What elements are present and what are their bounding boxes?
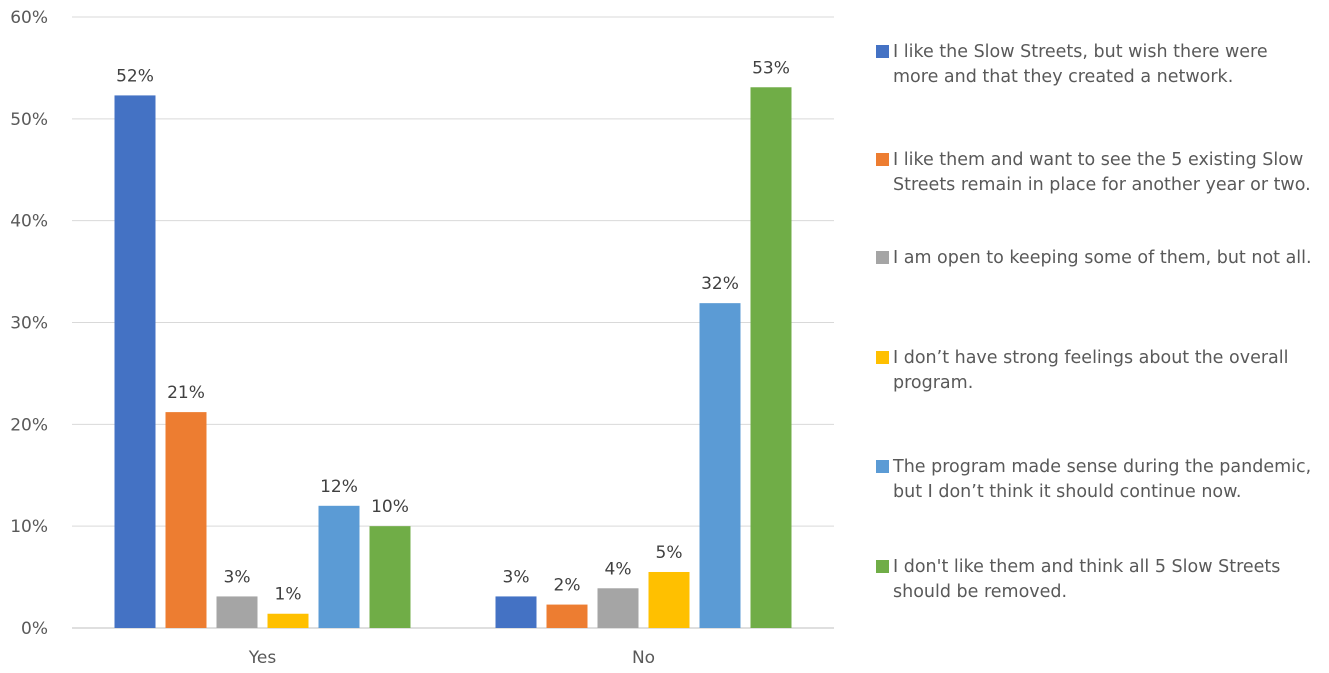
data-label: 53% [752, 58, 790, 78]
data-label: 4% [605, 559, 632, 579]
data-label: 52% [116, 66, 154, 86]
data-label: 3% [224, 567, 251, 587]
legend-label: I like the Slow Streets, but wish there … [893, 42, 1268, 87]
data-label: 5% [656, 543, 683, 563]
legend-swatch [876, 153, 889, 166]
legend-item: The program made sense during the pandem… [876, 455, 1316, 505]
bar [216, 596, 258, 628]
data-label: 2% [554, 576, 581, 596]
data-label: 21% [167, 383, 205, 403]
legend-label: The program made sense during the pandem… [893, 457, 1312, 502]
legend-item: I don’t have strong feelings about the o… [876, 346, 1316, 396]
bar [318, 505, 360, 628]
y-tick-label: 30% [10, 314, 48, 334]
y-tick-label: 60% [10, 8, 48, 28]
legend-swatch [876, 560, 889, 573]
data-label: 32% [701, 274, 739, 294]
y-tick-label: 20% [10, 415, 48, 435]
legend-item: I don't like them and think all 5 Slow S… [876, 555, 1316, 605]
legend-label: I don’t have strong feelings about the o… [893, 348, 1289, 393]
data-label: 10% [371, 497, 409, 517]
legend-swatch [876, 251, 889, 264]
legend-label: I like them and want to see the 5 existi… [893, 150, 1311, 195]
legend-item: I am open to keeping some of them, but n… [876, 246, 1316, 271]
legend-label: I am open to keeping some of them, but n… [893, 248, 1312, 268]
x-tick-label: No [632, 648, 655, 668]
legend-swatch [876, 45, 889, 58]
legend-label: I don't like them and think all 5 Slow S… [893, 557, 1281, 602]
data-label: 12% [320, 477, 358, 497]
data-label: 1% [275, 585, 302, 605]
bar [369, 526, 411, 628]
bar [546, 604, 588, 628]
y-tick-label: 10% [10, 517, 48, 537]
bar [699, 303, 741, 628]
plot-area: 0% 10% 20% 30% 40% 50% 60% 52% 21% 3% 1% 12% 10% Yes 3… [10, 8, 834, 668]
bar [495, 596, 537, 628]
data-label: 3% [503, 567, 530, 587]
bar [267, 613, 309, 628]
y-tick-label: 50% [10, 110, 48, 130]
y-tick-label: 40% [10, 212, 48, 232]
bar [165, 412, 207, 628]
bar [648, 571, 690, 628]
bar [597, 588, 639, 628]
legend-swatch [876, 351, 889, 364]
x-tick-label: Yes [248, 648, 277, 668]
bar [114, 95, 156, 628]
legend-item: I like them and want to see the 5 existi… [876, 148, 1316, 198]
legend-item: I like the Slow Streets, but wish there … [876, 40, 1316, 90]
y-tick-label: 0% [21, 619, 48, 639]
bar [750, 87, 792, 628]
legend-swatch [876, 460, 889, 473]
